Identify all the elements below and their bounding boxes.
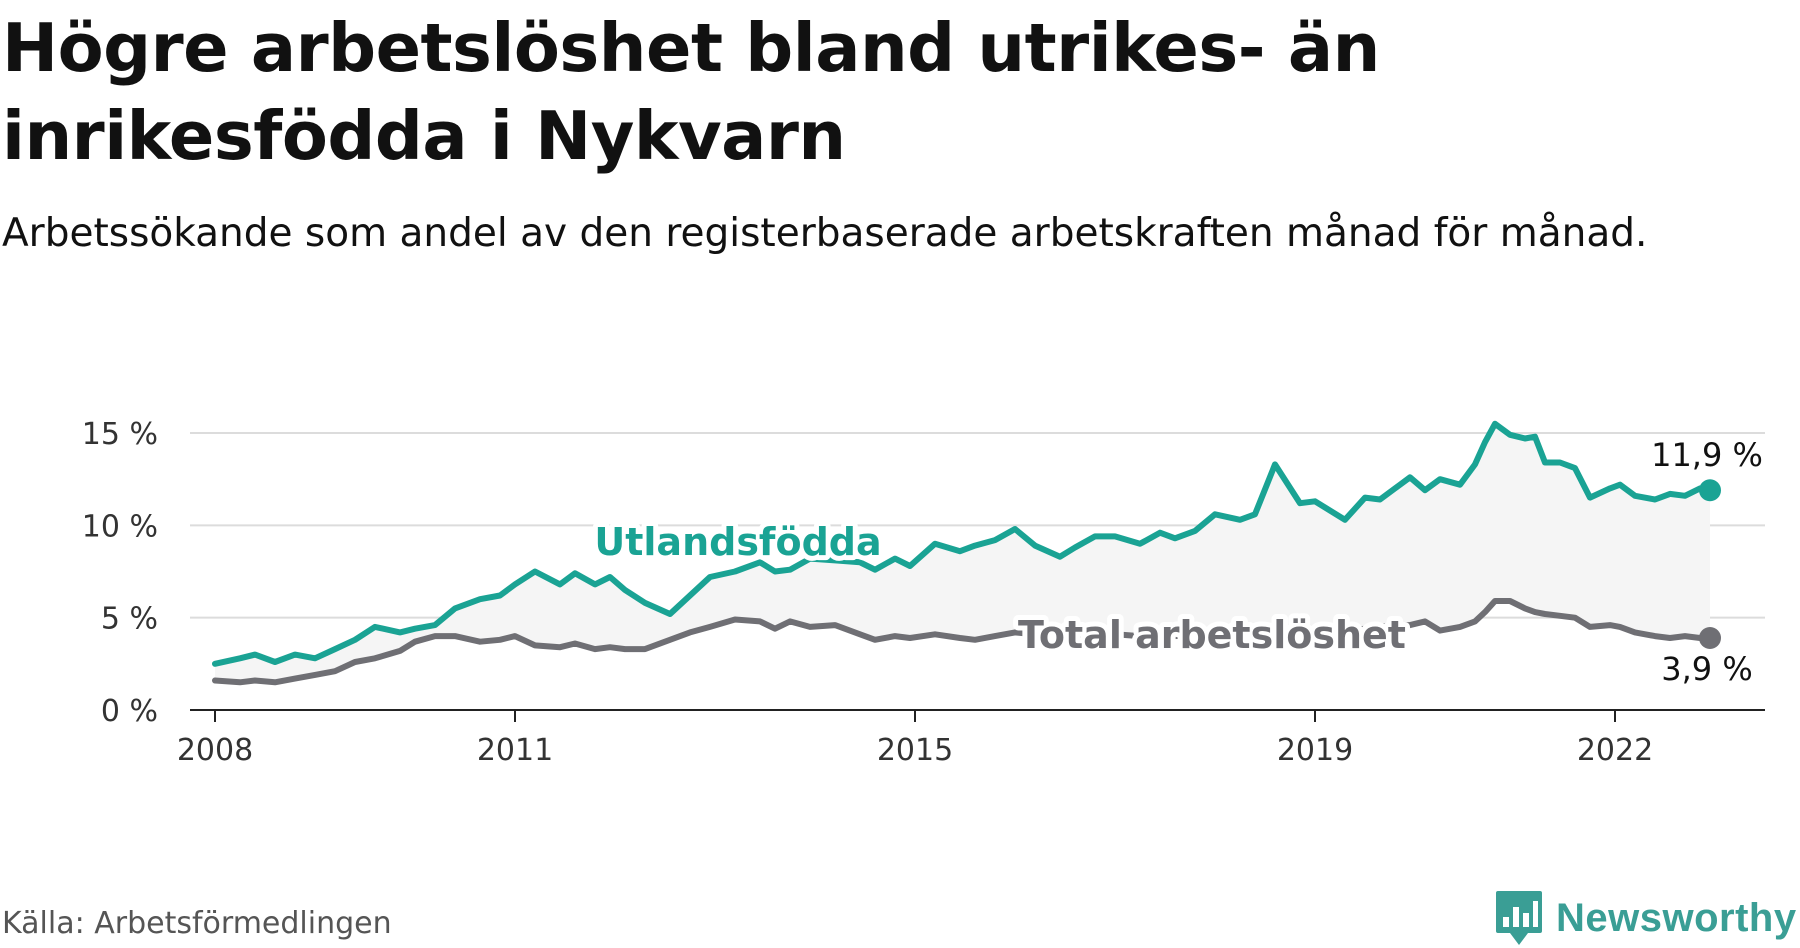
end-marker-utlandsfodda	[1699, 479, 1721, 502]
brand-name: Newsworthy	[1556, 895, 1797, 940]
y-tick-label-15: 15 %	[82, 417, 158, 452]
series-label-total: Total arbetslöshet	[1018, 613, 1406, 657]
x-tick-label-2015: 2015	[877, 733, 953, 768]
x-tick-label-2019: 2019	[1277, 733, 1353, 768]
x-tick-label-2011: 2011	[477, 733, 553, 768]
y-tick-label-5: 5 %	[101, 602, 158, 637]
y-tick-label-10: 10 %	[82, 509, 158, 544]
lines-layer	[212, 420, 1721, 686]
source-note: Källa: Arbetsförmedlingen	[2, 906, 392, 941]
chart-subtitle: Arbetssökande som andel av den registerb…	[2, 211, 1648, 256]
y-tick-label-0: 0 %	[101, 694, 158, 729]
newsworthy-bar-chart-icon	[1496, 891, 1542, 945]
labels-layer: 11,9 % 3,9 % Utlandsfödda Total arbetslöshe…	[589, 436, 1763, 688]
end-label-utlandsfodda: 11,9 %	[1651, 436, 1763, 474]
x-tick-label-2022: 2022	[1577, 733, 1653, 768]
end-label-total: 3,9 %	[1661, 650, 1752, 688]
series-line-utlandsfodda	[212, 420, 1713, 667]
newsworthy-logo: Newsworthy	[1494, 888, 1797, 948]
end-marker-total	[1699, 626, 1721, 649]
axis-layer: 0 % 5 % 10 % 15 % 2008 2011 2015 2019 2022	[82, 417, 1765, 768]
series-label-utlandsfodda: Utlandsfödda	[594, 520, 881, 564]
chart-title: Högre arbetslöshet bland utrikes- än inr…	[2, 9, 1380, 175]
series-line-total	[212, 598, 1713, 686]
x-tick-label-2008: 2008	[177, 733, 253, 768]
